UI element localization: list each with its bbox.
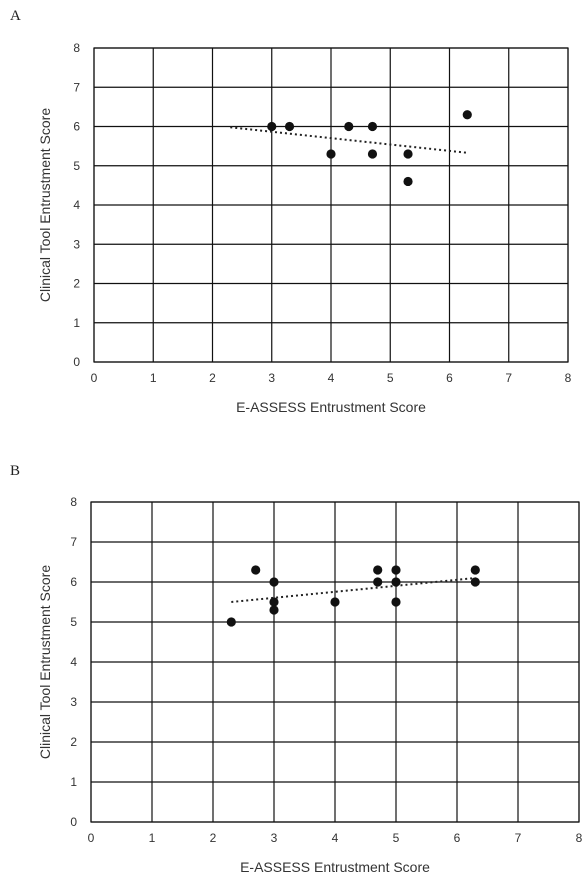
- y-tick-label: 7: [70, 535, 77, 549]
- x-tick-label: 7: [505, 371, 512, 385]
- y-tick-label: 6: [70, 575, 77, 589]
- panel-label: B: [10, 463, 21, 479]
- y-tick-label: 8: [73, 41, 80, 55]
- data-point: [373, 565, 383, 575]
- y-tick-label: 0: [70, 815, 77, 829]
- x-tick-label: 4: [328, 371, 335, 385]
- data-point: [267, 121, 277, 132]
- chart-panel-a: A 0 1 2 3 4 5 6 7 8 0 1 2 3 4 5 6 7 8 E-ASSESS Entrustment…: [0, 0, 583, 430]
- x-tick-label: 2: [210, 831, 217, 845]
- x-tick-label: 0: [88, 831, 95, 845]
- x-tick-label: 2: [209, 371, 216, 385]
- data-point: [326, 149, 336, 159]
- y-tick-label: 1: [73, 316, 80, 330]
- data-point: [367, 149, 378, 159]
- y-tick-label: 8: [70, 495, 77, 509]
- data-point: [470, 565, 480, 575]
- grid-lines: [93, 47, 569, 363]
- plot-frame: [90, 501, 580, 823]
- y-tick-label: 5: [73, 159, 80, 173]
- y-tick-label: 3: [73, 237, 80, 251]
- y-axis-title: Clinical Tool Entrustment Score: [37, 108, 53, 302]
- x-tick-label: 6: [454, 831, 461, 845]
- y-tick-label: 3: [70, 695, 77, 709]
- y-tick-label: 0: [73, 355, 80, 369]
- data-point: [470, 577, 480, 587]
- x-tick-label: 6: [446, 371, 453, 385]
- x-tick-label: 1: [150, 371, 157, 385]
- x-tick-label: 8: [565, 371, 572, 385]
- x-tick-label: 7: [515, 831, 522, 845]
- scatter-chart-a: 0 1 2 3 4 5 6 7 8 0 1 2 3 4 5 6 7 8 E-ASSESS Entrustment S…: [37, 41, 572, 415]
- plot-frame: [93, 47, 569, 363]
- y-tick-label: 2: [70, 735, 77, 749]
- y-tick-label: 4: [70, 655, 77, 669]
- data-point: [403, 176, 413, 187]
- x-tick-label: 3: [271, 831, 278, 845]
- y-tick-label: 4: [73, 198, 80, 212]
- data-point: [462, 110, 472, 120]
- data-point: [269, 605, 279, 615]
- chart-panel-b: B 0 1 2 3 4 5 6 7 8 0 1 2 3 4 5 6 7 8 E-ASSESS Entrustment…: [0, 455, 583, 875]
- x-tick-label: 5: [393, 831, 400, 845]
- data-point: [367, 121, 378, 132]
- x-tick-label: 8: [576, 831, 583, 845]
- x-tick-label: 1: [149, 831, 156, 845]
- x-tick-label: 4: [332, 831, 339, 845]
- y-tick-label: 5: [70, 615, 77, 629]
- panel-label: A: [10, 8, 21, 24]
- x-tick-label: 0: [91, 371, 98, 385]
- data-point: [269, 577, 279, 587]
- data-point: [284, 121, 295, 132]
- x-tick-label: 5: [387, 371, 394, 385]
- data-point: [391, 597, 401, 607]
- data-point: [391, 565, 401, 575]
- x-tick-label: 3: [268, 371, 275, 385]
- y-tick-label: 2: [73, 277, 80, 291]
- trendline: [230, 126, 468, 154]
- x-axis-title: E-ASSESS Entrustment Score: [236, 399, 426, 415]
- y-tick-label: 7: [73, 80, 80, 94]
- data-point: [403, 149, 413, 159]
- data-point: [373, 577, 383, 587]
- y-tick-label: 1: [70, 775, 77, 789]
- data-point: [391, 577, 401, 587]
- data-point: [344, 121, 354, 132]
- data-point: [226, 617, 236, 627]
- scatter-chart-b: 0 1 2 3 4 5 6 7 8 0 1 2 3 4 5 6 7 8 E-ASSESS Entrustment S…: [37, 495, 583, 875]
- data-point: [269, 597, 279, 607]
- data-point: [330, 597, 340, 607]
- y-axis-title: Clinical Tool Entrustment Score: [37, 565, 53, 759]
- x-axis-title: E-ASSESS Entrustment Score: [240, 859, 430, 875]
- data-point: [251, 565, 261, 575]
- y-tick-label: 6: [73, 120, 80, 134]
- grid-lines: [90, 501, 580, 823]
